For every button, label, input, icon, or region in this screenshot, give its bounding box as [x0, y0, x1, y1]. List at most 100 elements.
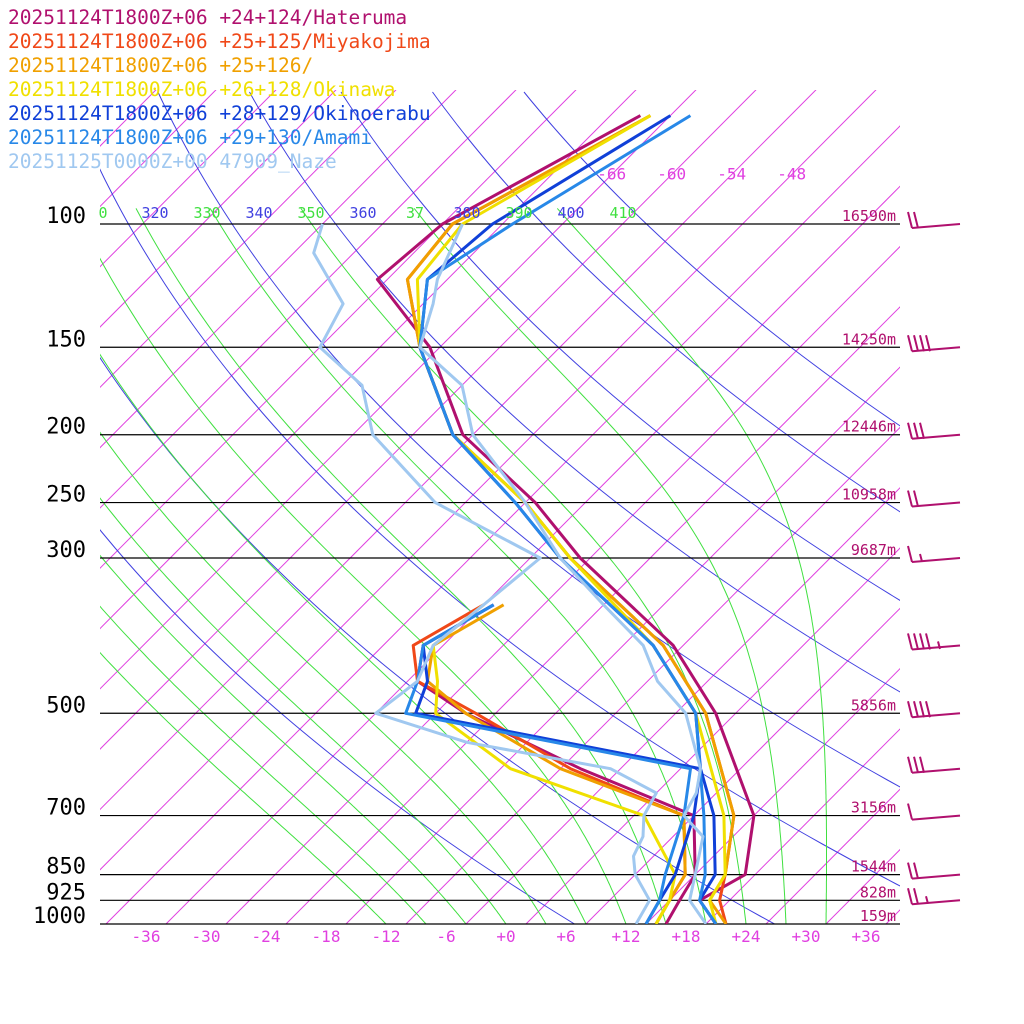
wind-barb-staff	[911, 433, 961, 440]
isobar-grid	[100, 223, 900, 925]
wind-barb-flag	[919, 335, 925, 352]
isotherm-line	[100, 90, 457, 449]
wind-barb	[907, 862, 961, 880]
isotherm-label: -48	[777, 165, 806, 184]
wind-barb-flag	[919, 633, 925, 650]
wind-barb-flag	[913, 701, 919, 718]
height-label: 159m	[860, 907, 896, 925]
wind-barb-staff	[911, 873, 961, 880]
height-label: 14250m	[842, 330, 896, 348]
dry-adiabat-line	[340, 91, 900, 601]
dry-adiabat-line	[100, 168, 900, 887]
isotherm-line	[525, 547, 900, 924]
theta-label: 37	[406, 204, 424, 222]
height-label: 3156m	[851, 799, 896, 817]
wind-barb	[907, 803, 961, 821]
temperature-tick-label: -24	[252, 927, 281, 946]
wind-barb-flag	[907, 335, 913, 352]
wind-barb-flag	[907, 803, 913, 820]
wind-barbs	[907, 211, 961, 906]
pressure-label: 700	[46, 796, 86, 821]
isotherm-line	[345, 366, 900, 924]
isotherm-line	[285, 306, 900, 924]
moist-adiabat-line	[300, 208, 747, 924]
wind-barb-flag	[907, 701, 913, 718]
isotherm-line	[585, 607, 900, 924]
height-label: 9687m	[851, 541, 896, 559]
isotherm-line	[100, 90, 397, 389]
wind-barb-staff	[911, 501, 961, 508]
wind-barb	[907, 422, 961, 440]
dry-adiabat-line	[157, 91, 900, 788]
temperature-tick-label: +0	[496, 927, 515, 946]
wind-barb-flag	[919, 553, 923, 562]
wind-barb-flag	[919, 422, 925, 439]
theta-label: 380	[453, 204, 480, 222]
height-label: 5856m	[851, 696, 896, 714]
theta-label: 340	[245, 204, 272, 222]
wind-barb-flag	[913, 633, 919, 650]
wind-barb-staff	[911, 223, 961, 229]
theta-label: 390	[505, 204, 532, 222]
wind-barb	[907, 633, 961, 651]
wind-barb-staff	[911, 814, 961, 821]
isotherm-line	[100, 90, 157, 147]
temperature-tick-label: -30	[192, 927, 221, 946]
pressure-label: 200	[46, 415, 86, 440]
wind-barb-staff	[911, 556, 961, 563]
wind-barb-flag	[907, 633, 913, 650]
isotherm-line	[645, 668, 900, 924]
legend-entry: 20251124T1800Z+06 +25+126/	[8, 54, 313, 77]
wind-barb-staff	[911, 346, 961, 353]
dry-adiabat-line	[249, 91, 900, 693]
isotherm-label: -60	[657, 165, 686, 184]
wind-barb-flag	[919, 756, 925, 773]
isotherm-grid	[100, 90, 900, 924]
legend-entry: 20251124T1800Z+06 +24+124/Hateruma	[8, 6, 407, 29]
isotherm-line	[885, 909, 900, 924]
isotherm-line	[100, 90, 517, 509]
wind-barb-flag	[925, 633, 931, 650]
wind-barb	[907, 888, 961, 906]
wind-barb-flag	[907, 545, 913, 563]
height-label: 828m	[860, 883, 896, 901]
wind-barb	[907, 335, 961, 353]
isotherm-line	[100, 90, 697, 690]
sounding-traces	[312, 114, 756, 924]
isotherm-line	[100, 90, 757, 750]
wind-barb	[907, 490, 961, 508]
dewpoint-line-6	[312, 223, 658, 924]
theta-label: 400	[557, 204, 584, 222]
temperature-tick-label: -6	[436, 927, 455, 946]
isotherm-line	[100, 90, 877, 871]
theta-label: 410	[609, 204, 636, 222]
legend-entry: 20251125T0000Z+00 47909_Naze	[8, 150, 337, 173]
temperature-tick-label: +6	[556, 927, 575, 946]
wind-barb-flag	[907, 888, 913, 905]
pressure-label: 1000	[33, 904, 86, 929]
isotherm-label: -66	[597, 165, 626, 184]
wind-barb-staff	[911, 767, 961, 774]
pressure-label: 925	[46, 880, 86, 905]
height-label: 12446m	[842, 418, 896, 436]
theta-label: 350	[297, 204, 324, 222]
wind-barb-flag	[907, 862, 913, 879]
legend-entry: 20251124T1800Z+06 +25+125/Miyakojima	[8, 30, 431, 53]
theta-label: 320	[141, 204, 168, 222]
dewpoint-line-5	[404, 603, 692, 924]
theta-label: 0	[98, 204, 107, 222]
pressure-label: 100	[46, 204, 86, 229]
wind-barb-staff	[911, 899, 961, 906]
temperature-tick-label: +12	[612, 927, 641, 946]
theta-label: 360	[349, 204, 376, 222]
temperature-tick-label: +36	[852, 927, 881, 946]
wind-barb-flag	[907, 756, 913, 773]
dry-adiabat-line	[100, 529, 575, 924]
wind-barb-flag	[925, 335, 931, 352]
isotherm-label: -54	[717, 165, 746, 184]
wind-barb	[907, 545, 961, 563]
temperature-tick-label: -18	[312, 927, 341, 946]
pressure-label: 500	[46, 693, 86, 718]
